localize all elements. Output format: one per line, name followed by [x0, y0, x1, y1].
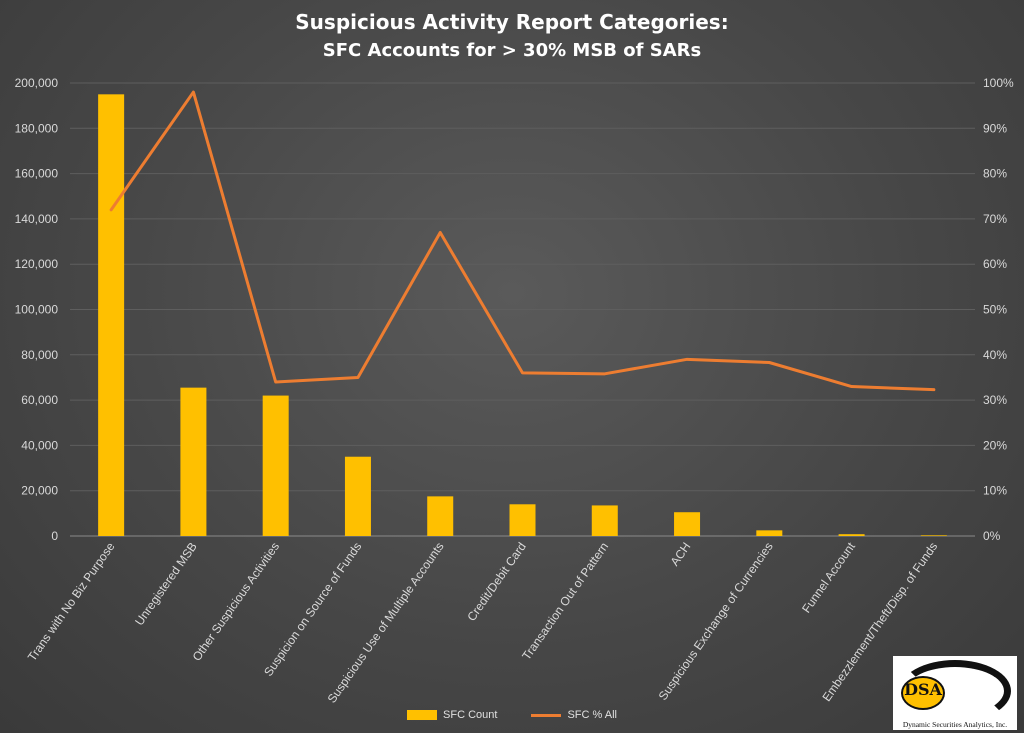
bar [427, 496, 454, 536]
bar [98, 94, 125, 536]
bar [756, 530, 783, 536]
x-tick-label: Credit/Debit Card [464, 540, 529, 624]
x-tick-label: Other Suspicious Activities [190, 540, 283, 664]
y2-tick-label: 100% [983, 76, 1014, 90]
logo-company-name: Dynamic Securities Analytics, Inc. [902, 720, 1008, 729]
legend-swatch-bar [407, 710, 438, 720]
bar [591, 505, 618, 536]
y2-tick-label: 70% [983, 212, 1007, 226]
bar [180, 387, 207, 536]
legend-item-count: SFC Count [407, 709, 497, 721]
y2-tick-label: 30% [983, 393, 1007, 407]
x-tick-label: Transaction Out of Pattern [519, 540, 611, 663]
y-tick-label: 0 [51, 529, 58, 543]
logo-oval [901, 676, 945, 710]
legend-swatch-line [531, 713, 562, 717]
bar [838, 534, 865, 536]
bar [674, 512, 701, 536]
chart-subtitle: SFC Accounts for > 30% MSB of SARs [322, 40, 702, 61]
x-tick-label: Unregistered MSB [132, 540, 200, 628]
y2-tick-label: 60% [983, 257, 1007, 271]
x-tick-label: Suspicion on Source of Funds [261, 540, 364, 679]
x-tick-label: Funnel Account [799, 539, 858, 615]
y-tick-label: 60,000 [21, 393, 58, 407]
y2-tick-label: 80% [983, 167, 1007, 181]
y-tick-label: 40,000 [21, 438, 58, 452]
y-tick-label: 80,000 [21, 348, 58, 362]
company-logo: DSA Dynamic Securities Analytics, Inc. [893, 656, 1017, 730]
bar [344, 456, 371, 536]
y2-tick-label: 50% [983, 303, 1007, 317]
y2-tick-label: 20% [983, 438, 1007, 452]
y-tick-label: 200,000 [15, 76, 59, 90]
y-tick-label: 140,000 [15, 212, 59, 226]
bar [262, 395, 289, 536]
logo-mark: DSA [904, 680, 942, 699]
y-tick-label: 120,000 [15, 257, 59, 271]
y2-tick-label: 40% [983, 348, 1007, 362]
legend-label-count: SFC Count [443, 709, 498, 721]
legend-item-pct: SFC % All [531, 709, 617, 721]
y2-tick-label: 90% [983, 121, 1007, 135]
x-tick-label: Trans with No Biz Purpose [25, 539, 118, 663]
logo-swoosh [899, 660, 1011, 722]
bar [509, 504, 536, 536]
legend: SFC Count SFC % All [0, 709, 1024, 721]
x-tick-label: ACH [667, 540, 693, 569]
chart-title: Suspicious Activity Report Categories: [295, 10, 729, 34]
y2-tick-label: 10% [983, 484, 1007, 498]
y-tick-label: 160,000 [15, 167, 59, 181]
y-tick-label: 20,000 [21, 484, 58, 498]
y2-tick-label: 0% [983, 529, 1001, 543]
legend-label-pct: SFC % All [567, 709, 617, 721]
bar [920, 535, 947, 536]
y-tick-label: 100,000 [15, 303, 59, 317]
series-line [109, 90, 936, 392]
y-tick-label: 180,000 [15, 121, 59, 135]
